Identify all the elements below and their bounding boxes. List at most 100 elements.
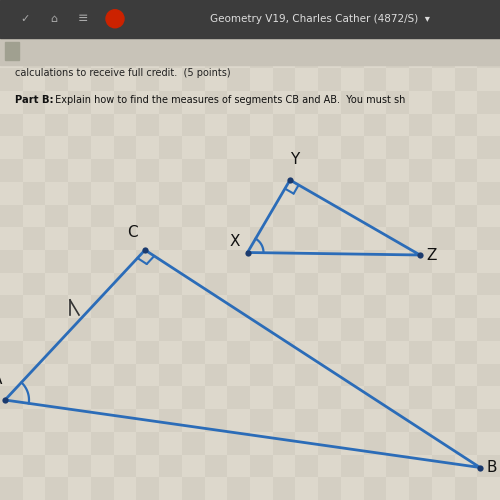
Bar: [364, 46, 386, 68]
Bar: [364, 91, 386, 114]
Bar: [250, 454, 272, 477]
Bar: [272, 318, 295, 341]
Bar: [68, 296, 91, 318]
Bar: [250, 318, 272, 341]
Bar: [341, 68, 363, 91]
Bar: [228, 318, 250, 341]
Bar: [182, 454, 204, 477]
Bar: [91, 409, 114, 432]
Bar: [432, 46, 454, 68]
Bar: [46, 454, 68, 477]
Bar: [386, 318, 409, 341]
Bar: [46, 204, 68, 228]
Bar: [296, 296, 318, 318]
Bar: [409, 272, 432, 295]
Bar: [68, 341, 91, 363]
Bar: [46, 46, 68, 68]
Bar: [228, 432, 250, 454]
Bar: [182, 0, 204, 22]
Bar: [250, 272, 272, 295]
Bar: [22, 454, 46, 477]
Bar: [296, 478, 318, 500]
Bar: [386, 0, 409, 22]
Bar: [22, 432, 46, 454]
Bar: [91, 182, 114, 204]
Bar: [114, 46, 136, 68]
Bar: [68, 204, 91, 228]
Bar: [68, 432, 91, 454]
Bar: [432, 22, 454, 46]
Bar: [386, 364, 409, 386]
Bar: [409, 136, 432, 159]
Bar: [91, 0, 114, 22]
Bar: [182, 341, 204, 363]
Text: X: X: [230, 234, 240, 248]
Bar: [46, 91, 68, 114]
Bar: [250, 22, 272, 46]
Bar: [454, 432, 477, 454]
Bar: [114, 68, 136, 91]
Bar: [22, 386, 46, 409]
Bar: [68, 409, 91, 432]
Bar: [386, 68, 409, 91]
Bar: [182, 318, 204, 341]
Bar: [432, 0, 454, 22]
Bar: [68, 22, 91, 46]
Bar: [432, 250, 454, 272]
Bar: [0, 22, 22, 46]
Bar: [182, 204, 204, 228]
Bar: [22, 114, 46, 136]
Bar: [22, 318, 46, 341]
Bar: [182, 364, 204, 386]
Bar: [204, 22, 228, 46]
Bar: [228, 68, 250, 91]
Bar: [91, 386, 114, 409]
Bar: [478, 432, 500, 454]
Bar: [318, 0, 341, 22]
Bar: [364, 68, 386, 91]
Bar: [409, 318, 432, 341]
Bar: [159, 0, 182, 22]
Bar: [0, 478, 22, 500]
Bar: [46, 114, 68, 136]
Bar: [364, 364, 386, 386]
Bar: [46, 0, 68, 22]
Bar: [0, 228, 22, 250]
Bar: [159, 454, 182, 477]
Text: ⌂: ⌂: [50, 14, 57, 24]
Bar: [22, 272, 46, 295]
Bar: [228, 454, 250, 477]
Bar: [296, 204, 318, 228]
Bar: [91, 204, 114, 228]
Bar: [204, 182, 228, 204]
Bar: [114, 114, 136, 136]
Bar: [272, 341, 295, 363]
Bar: [364, 204, 386, 228]
Bar: [204, 68, 228, 91]
Bar: [478, 46, 500, 68]
Bar: [91, 478, 114, 500]
Bar: [478, 341, 500, 363]
Bar: [136, 22, 159, 46]
Bar: [22, 296, 46, 318]
Bar: [341, 91, 363, 114]
Bar: [0, 204, 22, 228]
Bar: [182, 182, 204, 204]
Bar: [409, 409, 432, 432]
Bar: [159, 478, 182, 500]
Bar: [204, 341, 228, 363]
Bar: [386, 478, 409, 500]
Bar: [204, 318, 228, 341]
Text: Geometry V19, Charles Cather (4872/S)  ▾: Geometry V19, Charles Cather (4872/S) ▾: [210, 14, 430, 24]
Text: ✓: ✓: [20, 14, 30, 24]
Bar: [272, 409, 295, 432]
Bar: [318, 386, 341, 409]
Bar: [364, 22, 386, 46]
Bar: [228, 114, 250, 136]
Bar: [432, 68, 454, 91]
Bar: [272, 114, 295, 136]
Bar: [341, 136, 363, 159]
Bar: [46, 136, 68, 159]
Bar: [250, 204, 272, 228]
Bar: [136, 182, 159, 204]
